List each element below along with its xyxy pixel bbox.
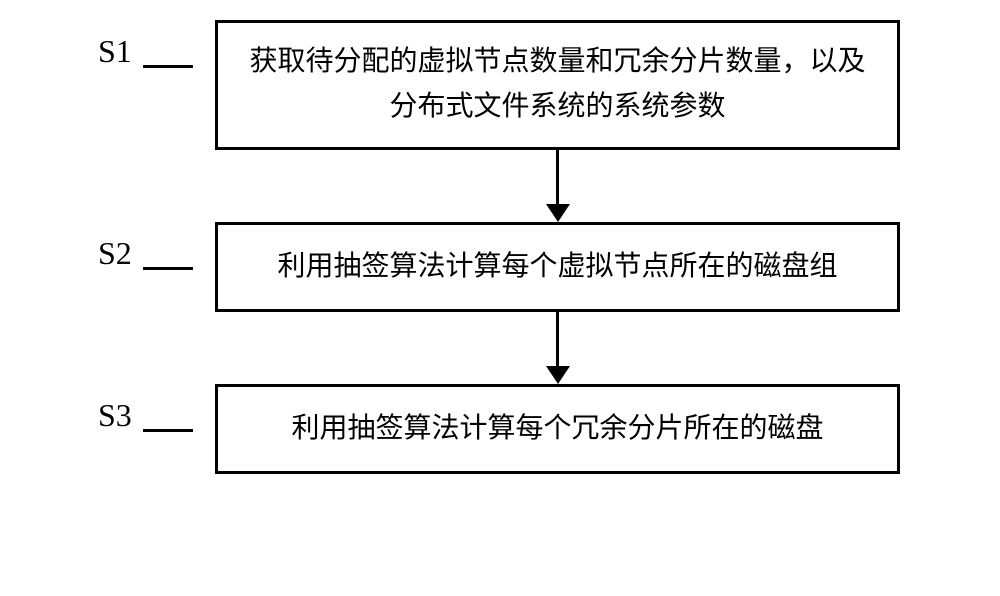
arrow-head-2 xyxy=(546,366,570,384)
label-connector-3 xyxy=(143,429,193,432)
step-text-1: 获取待分配的虚拟节点数量和冗余分片数量，以及分布式文件系统的系统参数 xyxy=(248,40,867,130)
step-label-1: S1 xyxy=(98,33,132,70)
step-box-2: S2 利用抽签算法计算每个虚拟节点所在的磁盘组 xyxy=(215,222,900,312)
arrow-line-1 xyxy=(556,150,559,208)
arrow-line-2 xyxy=(556,312,559,370)
label-connector-2 xyxy=(143,267,193,270)
step-text-3: 利用抽签算法计算每个冗余分片所在的磁盘 xyxy=(291,407,823,452)
label-connector-1 xyxy=(143,65,193,68)
step-label-3: S3 xyxy=(98,397,132,434)
step-label-2: S2 xyxy=(98,235,132,272)
flowchart-container: S1 获取待分配的虚拟节点数量和冗余分片数量，以及分布式文件系统的系统参数 S2… xyxy=(120,20,920,474)
step-box-3: S3 利用抽签算法计算每个冗余分片所在的磁盘 xyxy=(215,384,900,474)
arrow-1 xyxy=(215,150,900,222)
arrow-2 xyxy=(215,312,900,384)
arrow-head-1 xyxy=(546,204,570,222)
step-box-1: S1 获取待分配的虚拟节点数量和冗余分片数量，以及分布式文件系统的系统参数 xyxy=(215,20,900,150)
step-text-2: 利用抽签算法计算每个虚拟节点所在的磁盘组 xyxy=(277,245,837,290)
